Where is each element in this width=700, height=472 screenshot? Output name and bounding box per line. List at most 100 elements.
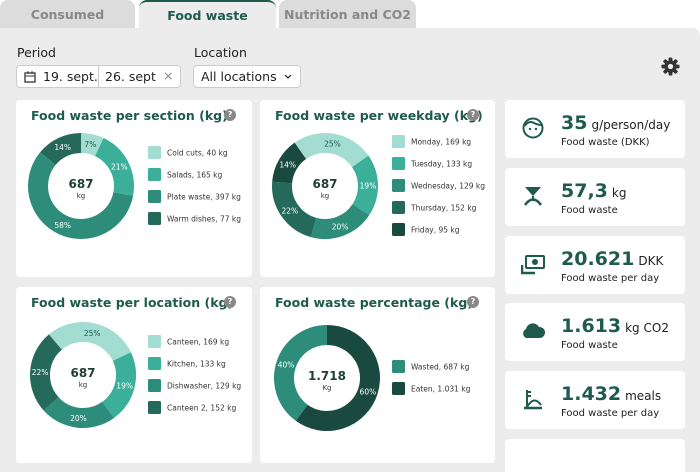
segment-label: 40% — [278, 361, 295, 370]
donut-segment — [80, 133, 104, 157]
chart-card: Food waste percentage (kg)? 40% Wasted, 68… — [260, 287, 495, 463]
segment-label: 60% — [360, 387, 377, 396]
kpi-unit: kg — [611, 186, 627, 200]
center-value: 687 — [70, 366, 95, 380]
legend-label: Monday, 169 kg — [411, 138, 471, 147]
legend-label: Cold cuts, 40 kg — [167, 149, 228, 158]
calendar-icon — [24, 71, 36, 83]
segment-label: 14% — [54, 143, 71, 152]
center-value: 687 — [68, 177, 93, 191]
chart-title: Food waste per weekday (kg) — [275, 108, 483, 123]
kpi-card: 57,3 kg Food waste — [505, 168, 685, 226]
end-date[interactable]: 26. sept — [105, 69, 156, 84]
tab[interactable]: Nutrition and CO2 — [279, 0, 416, 29]
legend-label: Friday, 95 kg — [411, 226, 460, 235]
kpi-label: Food waste per day — [561, 408, 660, 419]
clear-icon[interactable]: × — [163, 68, 174, 83]
legend-swatch — [392, 201, 405, 214]
legend-swatch — [148, 168, 161, 181]
legend-label: Eaten, 1.031 kg — [411, 385, 471, 394]
legend-swatch — [148, 379, 161, 392]
donut-segment — [28, 152, 134, 239]
legend-swatch — [148, 401, 161, 414]
segment-label: 22% — [281, 207, 298, 216]
donut-chart: 7% Cold cuts, 40 kg 21% Salads, 165 kg 58% Pl… — [28, 133, 241, 239]
legend-swatch — [392, 135, 405, 148]
kpi-unit: g/person/day — [591, 118, 671, 132]
kpi-value: 35 g/person/day — [561, 112, 670, 134]
donut-chart: 25% Canteen, 169 kg 19% Kitchen, 133 kg 20% D… — [30, 322, 241, 428]
legend-swatch — [392, 157, 405, 170]
legend-swatch — [148, 190, 161, 203]
kpi-card: 1.432 meals Food waste per day — [505, 371, 685, 429]
help-icon[interactable]: ? — [224, 109, 236, 121]
legend-label: Dishwasher, 129 kg — [167, 382, 241, 391]
segment-label: 22% — [32, 368, 49, 377]
kpi-label: Food waste per day — [561, 273, 660, 284]
segment-label: 21% — [111, 162, 128, 171]
center-unit: Kg — [322, 384, 331, 392]
donut-segment — [94, 138, 134, 196]
kpi-label: Food waste — [561, 340, 618, 351]
donut-segment — [48, 322, 131, 362]
donut-segment — [40, 133, 82, 166]
segment-label: 19% — [116, 382, 133, 391]
donut-segment — [30, 334, 63, 411]
legend-label: Thursday, 152 kg — [410, 204, 477, 213]
legend-label: Warm dishes, 77 kg — [167, 215, 241, 224]
legend-swatch — [392, 382, 405, 395]
chevron — [284, 74, 292, 79]
segment-label: 19% — [360, 181, 377, 190]
donut-segment — [295, 325, 380, 431]
chart-card: Food waste per location (kg)? 25% Canteen,… — [16, 287, 252, 463]
legend-swatch — [392, 223, 405, 236]
divider — [98, 66, 99, 87]
segment-label: 58% — [54, 221, 71, 230]
center-value: 1.718 — [308, 369, 346, 383]
segment-label: 25% — [84, 329, 101, 338]
tab-active[interactable]: Food waste — [139, 0, 276, 29]
help-icon[interactable]: ? — [467, 109, 479, 121]
location-select[interactable]: All locations — [193, 65, 301, 88]
kpi-unit: meals — [625, 389, 662, 403]
donut-segment — [43, 396, 115, 428]
donut-segment — [101, 352, 136, 418]
legend-swatch — [148, 146, 161, 159]
money-icon — [521, 255, 545, 275]
scale-icon — [523, 187, 543, 206]
kpi-value: 20.621 DKK — [561, 248, 663, 270]
legend-label: Kitchen, 133 kg — [167, 360, 226, 369]
location-label: Location — [194, 45, 247, 60]
kpi-number: 35 — [561, 112, 588, 134]
meal-icon — [524, 390, 542, 410]
tab[interactable]: Consumed — [0, 0, 135, 29]
legend-swatch — [392, 179, 405, 192]
legend-swatch — [392, 360, 405, 373]
location-value[interactable]: All locations — [201, 69, 277, 84]
segment-label: 20% — [70, 414, 87, 423]
legend-label: Plate waste, 397 kg — [167, 193, 241, 202]
kpi-card: 20.621 DKK Food waste per day — [505, 236, 685, 294]
segment-label: 25% — [324, 140, 341, 149]
legend-label: Tuesday, 133 kg — [410, 160, 472, 169]
start-date[interactable]: 19. sept. — [43, 69, 98, 84]
kpi-value: 1.613 kg CO2 — [561, 315, 669, 337]
legend-swatch — [148, 335, 161, 348]
legend-label: Canteen, 169 kg — [167, 338, 229, 347]
kpi-label: Food waste (DKK) — [561, 137, 650, 148]
settings-icon[interactable] — [661, 57, 680, 76]
chart-title: Food waste per section (kg) — [31, 108, 228, 123]
date-range[interactable]: 19. sept. 26. sept × — [16, 65, 181, 88]
center-unit: kg — [321, 192, 330, 200]
kpi-number: 1.613 — [561, 315, 622, 337]
help-icon[interactable]: ? — [224, 296, 236, 308]
segment-label: 20% — [332, 222, 349, 231]
donut-segment — [351, 155, 378, 216]
segment-label: 7% — [84, 140, 96, 149]
kpi-value: 57,3 kg — [561, 180, 626, 202]
center-unit: kg — [79, 381, 88, 389]
legend-label: Salads, 165 kg — [167, 171, 223, 180]
kpi-number: 1.432 — [561, 383, 622, 405]
help-icon[interactable]: ? — [467, 296, 479, 308]
